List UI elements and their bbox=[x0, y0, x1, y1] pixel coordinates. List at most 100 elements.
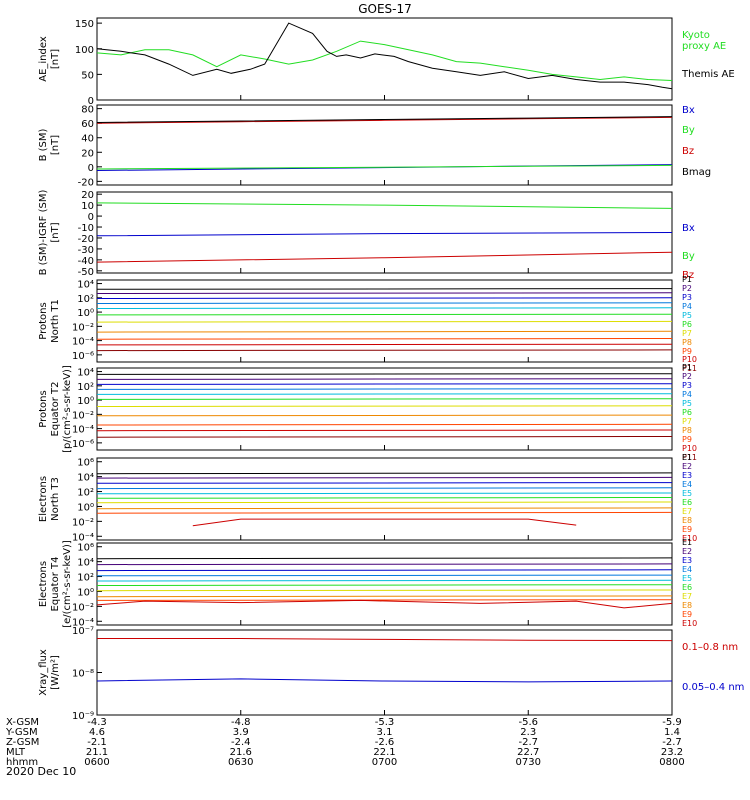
legend-pn-P9: P9 bbox=[682, 347, 692, 356]
y-tick-label-pn: 10⁻⁴ bbox=[72, 337, 94, 348]
x-row-label: Y-GSM bbox=[5, 727, 38, 738]
series-line-en-E4 bbox=[96, 487, 673, 490]
y-axis-label-pe: Protons bbox=[38, 390, 49, 427]
x-row-label: Z-GSM bbox=[6, 737, 39, 748]
y-tick-label-ee: 10⁻⁴ bbox=[72, 617, 94, 628]
x-row-value: 2.3 bbox=[520, 727, 536, 738]
series-line-en-E2 bbox=[96, 476, 673, 479]
series-line-bigrf-Bz bbox=[96, 251, 673, 263]
y-axis-label-ee: Equator T4 bbox=[50, 557, 61, 612]
y-tick-label-pe: 10⁻⁴ bbox=[72, 425, 94, 436]
x-row-value: 0800 bbox=[659, 757, 684, 768]
x-row-label: X-GSM bbox=[6, 717, 39, 728]
y-axis-label-pe: Equator T2 bbox=[50, 382, 61, 437]
y-tick-label-pe: 10⁰ bbox=[77, 396, 94, 407]
y-tick-label-ae: 150 bbox=[75, 19, 94, 30]
legend-ae-Kyoto-proxy-AE: Kyoto bbox=[682, 30, 710, 41]
y-axis-label-ee: Electrons bbox=[38, 561, 49, 607]
x-row-value: 23.2 bbox=[661, 747, 683, 758]
series-line-ee-E5 bbox=[96, 579, 673, 582]
y-tick-label-bigrf: -10 bbox=[78, 223, 94, 234]
y-tick-label-bigrf: -20 bbox=[78, 234, 94, 245]
x-row-value: -5.3 bbox=[375, 717, 395, 728]
legend-pe-P6: P6 bbox=[682, 408, 692, 417]
legend-en-E5: E5 bbox=[682, 489, 692, 498]
y-tick-label-bsm: 60 bbox=[81, 119, 94, 130]
panel-frame-ae bbox=[96, 17, 673, 101]
y-axis-label-bigrf: B (SM)-IGRF (SM) bbox=[38, 190, 49, 276]
x-row-value: -4.3 bbox=[87, 717, 107, 728]
x-row-value: 22.1 bbox=[373, 747, 395, 758]
series-line-pe-P9 bbox=[96, 423, 673, 426]
legend-pe-P11: P11 bbox=[682, 453, 697, 462]
y-tick-label-bsm: -20 bbox=[78, 177, 94, 188]
y-tick-label-bigrf: 0 bbox=[88, 212, 94, 223]
y-tick-label-ae: 100 bbox=[75, 45, 94, 56]
x-row-value: -2.4 bbox=[231, 737, 251, 748]
legend-pn-P2: P2 bbox=[682, 284, 692, 293]
y-axis-label-pn: North T1 bbox=[50, 299, 61, 343]
legend-pe-P4: P4 bbox=[682, 390, 692, 399]
y-tick-label-ee: 10⁻² bbox=[72, 602, 94, 613]
x-row-value: 21.6 bbox=[230, 747, 252, 758]
y-axis-label-ae: AE_index bbox=[38, 36, 49, 82]
y-tick-label-ee: 10² bbox=[77, 573, 94, 584]
legend-pn-P7: P7 bbox=[682, 329, 692, 338]
legend-en-E9: E9 bbox=[682, 525, 692, 534]
series-line-ee-E8 bbox=[96, 595, 673, 598]
x-row-label: MLT bbox=[6, 747, 26, 758]
y-axis-label-xray: [W/m²] bbox=[50, 655, 61, 690]
legend-pe-P2: P2 bbox=[682, 372, 692, 381]
legend-bsm-Bz: Bz bbox=[682, 146, 694, 157]
legend-en-E4: E4 bbox=[682, 480, 692, 489]
series-line-pn-P3 bbox=[96, 297, 673, 299]
legend-bsm-Bx: Bx bbox=[682, 105, 695, 116]
legend-ee-E6: E6 bbox=[682, 583, 692, 592]
y-tick-label-bsm: 80 bbox=[81, 105, 94, 116]
y-tick-label-ee: 10⁰ bbox=[77, 587, 94, 598]
series-line-pn-P8 bbox=[96, 330, 673, 333]
legend-ae-Themis-AE: Themis AE bbox=[681, 69, 735, 80]
legend-pn-P3: P3 bbox=[682, 293, 692, 302]
legend-bsm-Bmag: Bmag bbox=[682, 167, 711, 178]
y-tick-label-xray: 10⁻⁸ bbox=[72, 669, 94, 680]
series-line-pn-P11 bbox=[96, 349, 673, 352]
legend-xray-0-1-0-8-nm: 0.1–0.8 nm bbox=[682, 642, 738, 653]
x-row-value: -2.6 bbox=[375, 737, 395, 748]
panel-frame-en bbox=[96, 457, 673, 541]
x-row-value: -2.7 bbox=[518, 737, 538, 748]
panel-frame-xray bbox=[96, 629, 673, 716]
y-axis-label-bsm: B (SM) bbox=[38, 128, 49, 161]
series-line-en-E3 bbox=[96, 482, 673, 484]
series-line-en-E1 bbox=[96, 472, 673, 475]
legend-en-E1: E1 bbox=[682, 453, 692, 462]
legend-ee-E10: E10 bbox=[682, 619, 697, 628]
series-line-ee-E4 bbox=[96, 574, 673, 577]
legend-en-E6: E6 bbox=[682, 498, 692, 507]
series-line-xray-0-1-0-8-nm bbox=[97, 638, 673, 642]
y-tick-label-ee: 10⁴ bbox=[77, 558, 94, 569]
legend-ee-E1: E1 bbox=[682, 538, 692, 547]
y-tick-label-pn: 10⁻⁶ bbox=[72, 351, 94, 362]
x-row-value: -5.6 bbox=[518, 717, 538, 728]
y-tick-label-bigrf: -40 bbox=[78, 256, 94, 267]
series-line-ee-E9 bbox=[96, 599, 673, 601]
y-tick-label-xray: 10⁻⁷ bbox=[72, 626, 94, 637]
legend-pe-P5: P5 bbox=[682, 399, 692, 408]
series-line-en-E7 bbox=[96, 501, 673, 504]
y-axis-label-ae: [nT] bbox=[50, 49, 61, 69]
y-tick-label-ee: 10⁶ bbox=[77, 543, 94, 554]
legend-pn-P5: P5 bbox=[682, 311, 692, 320]
y-tick-label-pe: 10² bbox=[77, 382, 94, 393]
x-row-value: -2.7 bbox=[662, 737, 682, 748]
legend-en-E8: E8 bbox=[682, 516, 692, 525]
panel-frame-pe bbox=[96, 367, 673, 451]
y-tick-label-bsm: 0 bbox=[88, 163, 94, 174]
legend-pe-P9: P9 bbox=[682, 435, 692, 444]
series-line-ee-E6 bbox=[96, 584, 673, 586]
series-line-ae-Themis-AE bbox=[96, 22, 673, 90]
legend-pn-P6: P6 bbox=[682, 320, 692, 329]
series-line-en-E8 bbox=[96, 507, 673, 510]
y-axis-label-en: North T3 bbox=[50, 477, 61, 521]
